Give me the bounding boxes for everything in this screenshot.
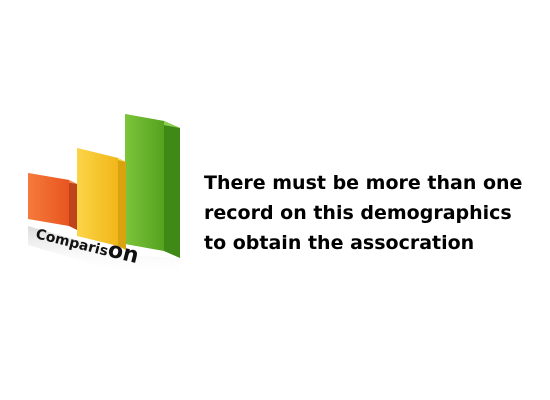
comparison-bar-chart-icon: Comparison xyxy=(28,114,180,275)
message-line-2: record on this demographics xyxy=(204,202,512,224)
message-line-3: to obtain the assocration xyxy=(204,232,475,254)
message-line-1: There must be more than one xyxy=(204,172,523,194)
comparison-chart-logo: Comparison xyxy=(20,105,195,285)
bar-middle xyxy=(77,148,126,250)
message-text: There must be more than one record on th… xyxy=(204,168,544,258)
bar-right xyxy=(125,114,180,258)
bar-left xyxy=(28,173,77,230)
